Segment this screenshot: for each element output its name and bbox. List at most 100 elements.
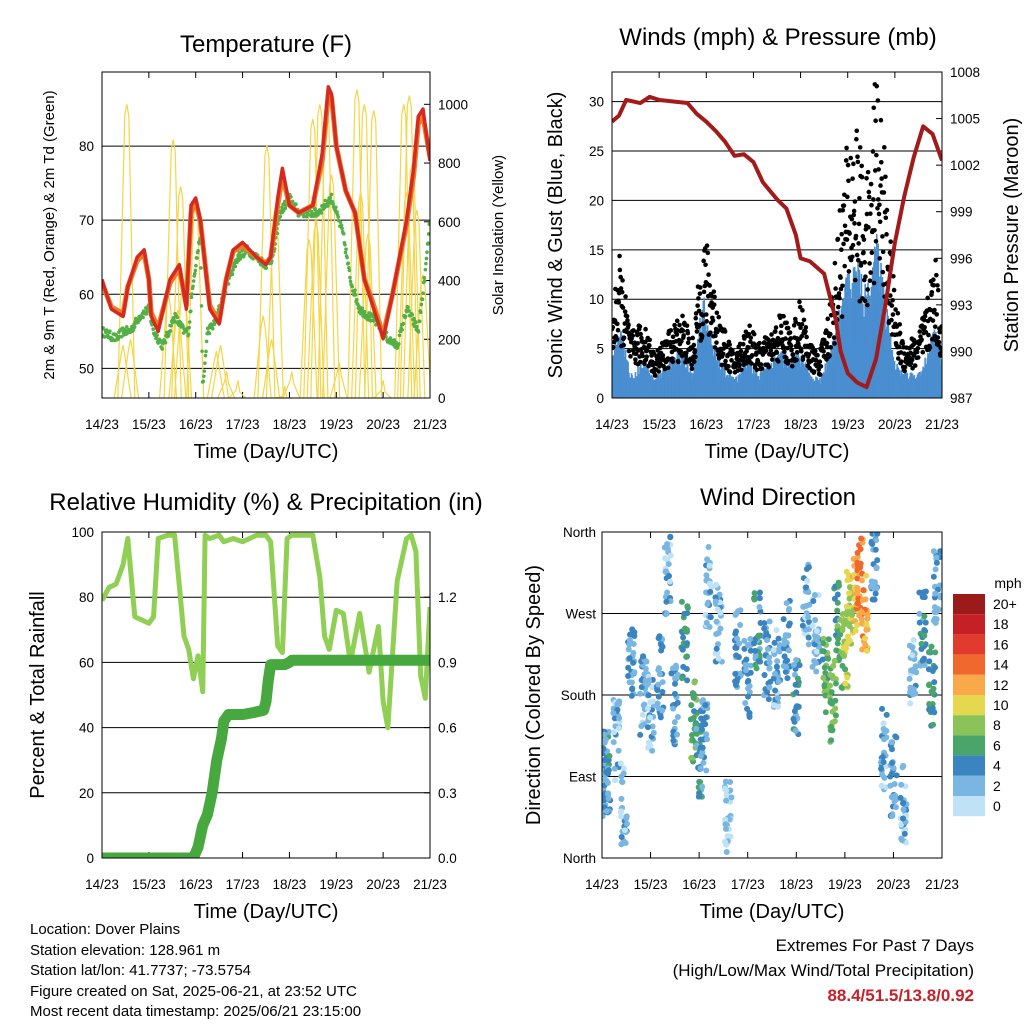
direction-point [690, 714, 697, 721]
gust-point [902, 368, 907, 374]
gust-point [857, 195, 862, 201]
gust-point [754, 367, 760, 373]
direction-point [932, 566, 939, 573]
direction-point [704, 736, 711, 743]
direction-point [780, 616, 787, 623]
direction-point [839, 627, 846, 634]
gust-point [624, 313, 630, 319]
chart-title: Winds (mph) & Pressure (mb) [619, 24, 936, 51]
gust-point [881, 145, 887, 150]
gust-point [711, 302, 717, 307]
direction-point [723, 841, 730, 848]
gust-point [799, 321, 805, 327]
direction-point [821, 664, 828, 671]
gust-point [890, 298, 895, 303]
direction-point [691, 679, 698, 686]
gust-point [612, 344, 616, 350]
direction-point [683, 653, 690, 660]
direction-point [925, 649, 932, 656]
direction-point [773, 663, 780, 670]
gust-point [714, 310, 720, 316]
gust-point [615, 327, 621, 333]
gust-point [746, 345, 751, 350]
gust-point [845, 194, 850, 200]
dewpoint-point [280, 205, 284, 210]
direction-point [620, 770, 627, 777]
direction-point [820, 640, 827, 647]
solar-spike [354, 104, 373, 398]
gust-point [801, 317, 807, 323]
gust-point [867, 261, 872, 266]
direction-point [863, 572, 870, 579]
gust-point [813, 357, 819, 363]
dewpoint-point [413, 320, 418, 325]
direction-point [625, 664, 632, 671]
gust-point [647, 343, 652, 348]
direction-point [834, 591, 841, 598]
dewpoint-point [283, 206, 288, 211]
x-tick-label: 16/23 [689, 417, 723, 432]
legend-swatch [953, 715, 985, 736]
chart-panel-2: Winds (mph) & Pressure (mb) Time (Day/UTC… [545, 24, 1023, 463]
legend-label: 8 [993, 717, 1001, 733]
dewpoint-point [331, 201, 335, 206]
direction-point [822, 709, 829, 716]
direction-point [783, 600, 790, 607]
gust-point [855, 159, 861, 165]
direction-point [630, 641, 637, 648]
direction-point [742, 667, 749, 674]
legend-label: 2 [993, 778, 1001, 794]
direction-point [602, 736, 609, 743]
direction-point [863, 626, 870, 633]
gust-point [626, 348, 632, 354]
gust-point [908, 350, 913, 356]
legend-swatch [953, 674, 985, 695]
gust-point [891, 273, 896, 279]
dewpoint-point [313, 207, 317, 212]
direction-point [858, 616, 865, 623]
gust-point [624, 329, 630, 335]
direction-point [712, 598, 719, 605]
direction-point [857, 560, 864, 567]
gust-point [708, 330, 713, 335]
gust-point [670, 359, 676, 365]
direction-point [702, 702, 709, 709]
y-tick-label: 10 [589, 292, 604, 307]
gust-point [871, 280, 877, 286]
y-tick-label: 0 [596, 391, 604, 406]
direction-point [715, 655, 722, 662]
gust-point [827, 353, 832, 358]
gust-point [832, 341, 837, 346]
direction-point [689, 732, 696, 739]
direction-point [605, 728, 612, 735]
gust-point [847, 231, 852, 236]
direction-point [628, 692, 635, 699]
legend-swatch [953, 695, 985, 716]
gust-point [893, 307, 898, 312]
direction-point [908, 667, 915, 674]
dewpoint-point [197, 241, 202, 246]
gust-point [909, 357, 915, 363]
gust-point [703, 262, 708, 268]
gust-point [689, 362, 694, 368]
direction-point [703, 572, 710, 579]
direction-point [742, 699, 749, 706]
gust-point [686, 336, 692, 342]
gust-point [726, 364, 731, 369]
direction-point [776, 642, 783, 649]
dewpoint-point [403, 314, 408, 319]
y-tick-label: 80 [79, 139, 94, 154]
direction-point [706, 580, 713, 587]
gust-point [727, 369, 733, 375]
gust-point [838, 275, 843, 280]
direction-point [774, 695, 781, 702]
direction-point [900, 806, 907, 813]
direction-point [827, 682, 834, 689]
y-tick-label: 20 [589, 193, 604, 208]
direction-point [623, 820, 630, 827]
gust-point [769, 357, 775, 362]
direction-point [610, 710, 617, 717]
gust-point [803, 329, 808, 334]
direction-point [700, 759, 707, 766]
direction-point [733, 628, 740, 635]
